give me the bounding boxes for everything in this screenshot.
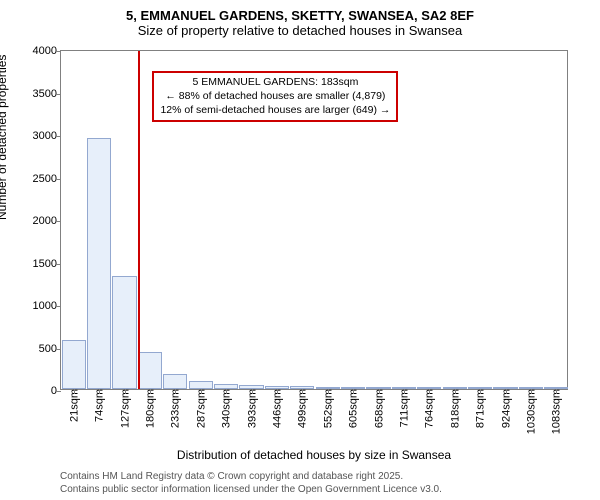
histogram-bar	[417, 387, 441, 389]
annotation-box: 5 EMMANUEL GARDENS: 183sqm← 88% of detac…	[152, 71, 398, 122]
attribution-line-2: Contains public sector information licen…	[60, 483, 442, 496]
xtick-label: 605sqm	[347, 389, 360, 428]
title-block: 5, EMMANUEL GARDENS, SKETTY, SWANSEA, SA…	[0, 8, 600, 38]
histogram-bar	[544, 387, 568, 389]
histogram-bar	[62, 340, 86, 389]
histogram-bar	[443, 387, 467, 389]
histogram-bar	[392, 387, 416, 389]
xtick-label: 1083sqm	[550, 389, 563, 434]
histogram-bar	[87, 138, 111, 389]
y-axis-label: Number of detached properties	[0, 55, 9, 220]
chart-container: 5, EMMANUEL GARDENS, SKETTY, SWANSEA, SA…	[0, 0, 600, 500]
histogram-bar	[519, 387, 543, 389]
histogram-bar	[366, 387, 390, 389]
xtick-label: 711sqm	[397, 389, 410, 427]
histogram-bar	[493, 387, 517, 389]
xtick-label: 393sqm	[245, 389, 258, 428]
xtick-label: 818sqm	[448, 389, 461, 428]
xtick-label: 924sqm	[499, 389, 512, 428]
histogram-bar	[341, 387, 365, 389]
histogram-bar	[468, 387, 492, 389]
xtick-label: 764sqm	[423, 389, 436, 428]
xtick-label: 552sqm	[321, 389, 334, 428]
histogram-bar	[138, 352, 162, 389]
histogram-bar	[316, 387, 340, 389]
xtick-label: 127sqm	[118, 389, 131, 428]
chart-title-sub: Size of property relative to detached ho…	[0, 23, 600, 38]
annotation-line: ← 88% of detached houses are smaller (4,…	[160, 90, 390, 104]
plot-area: 0500100015002000250030003500400021sqm74s…	[60, 50, 568, 390]
attribution-line-1: Contains HM Land Registry data © Crown c…	[60, 470, 442, 483]
xtick-label: 871sqm	[474, 389, 487, 428]
x-axis-label: Distribution of detached houses by size …	[60, 448, 568, 462]
xtick-label: 446sqm	[270, 389, 283, 428]
annotation-line: 12% of semi-detached houses are larger (…	[160, 104, 390, 118]
histogram-bar	[265, 386, 289, 389]
xtick-label: 233sqm	[169, 389, 182, 428]
xtick-label: 287sqm	[194, 389, 207, 428]
histogram-bar	[163, 374, 187, 389]
xtick-label: 499sqm	[296, 389, 309, 428]
histogram-bar	[239, 385, 263, 389]
xtick-label: 658sqm	[372, 389, 385, 428]
histogram-bar	[290, 386, 314, 389]
xtick-label: 340sqm	[220, 389, 233, 428]
histogram-bar	[189, 381, 213, 389]
property-marker-line	[138, 51, 140, 389]
histogram-bar	[214, 384, 238, 389]
histogram-bar	[112, 276, 136, 389]
xtick-label: 1030sqm	[524, 389, 537, 434]
chart-title-main: 5, EMMANUEL GARDENS, SKETTY, SWANSEA, SA…	[0, 8, 600, 23]
xtick-label: 180sqm	[143, 389, 156, 428]
attribution-text: Contains HM Land Registry data © Crown c…	[60, 470, 442, 496]
annotation-line: 5 EMMANUEL GARDENS: 183sqm	[160, 76, 390, 90]
